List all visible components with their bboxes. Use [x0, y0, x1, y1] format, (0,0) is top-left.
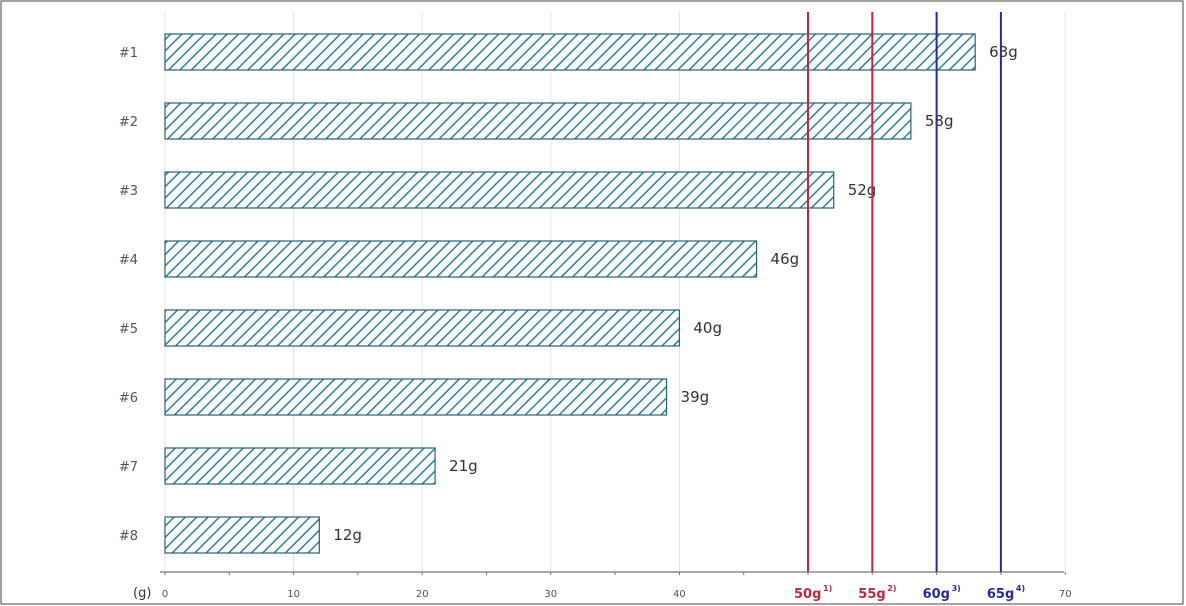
category-label: #4 — [119, 253, 138, 268]
bar — [164, 516, 320, 554]
reference-line-footnote: 4) — [1016, 584, 1025, 593]
category-label: #8 — [119, 529, 138, 544]
bar-value-label: 39g — [681, 388, 710, 406]
category-label: #7 — [119, 460, 138, 475]
bar-value-label: 46g — [771, 250, 800, 268]
bar-value-label: 52g — [848, 181, 877, 199]
category-label: #5 — [119, 322, 138, 337]
bar — [164, 171, 835, 209]
x-tick-label: 40 — [673, 589, 686, 600]
reference-line-label: 55g — [858, 587, 885, 602]
reference-lines: 50g 1) 55g 2) 60g 3) 65g 4) — [794, 12, 1025, 602]
bar-value-label: 12g — [333, 526, 362, 544]
gridlines — [164, 12, 1066, 572]
bar — [164, 378, 668, 416]
bar-value-label: 40g — [693, 319, 722, 337]
x-tick-label: 30 — [544, 589, 557, 600]
bars: #1 63g #2 58g #3 52g #4 46g #5 40g #6 39g #7 21g #8 12g — [119, 33, 1018, 554]
x-tick-label: 20 — [416, 589, 429, 600]
category-label: #2 — [119, 115, 138, 130]
x-axis-ticks: 0 10 20 30 40 70 — [162, 572, 1072, 600]
bar — [164, 309, 681, 347]
bar — [164, 102, 912, 140]
reference-line-footnote: 3) — [952, 584, 961, 593]
x-tick-label: 0 — [162, 589, 168, 600]
category-label: #1 — [119, 46, 138, 61]
bar — [164, 33, 976, 71]
category-label: #3 — [119, 184, 138, 199]
reference-line-label: 60g — [923, 587, 950, 602]
bar-value-label: 21g — [449, 457, 478, 475]
reference-line-footnote: 2) — [887, 584, 896, 593]
x-tick-label: 10 — [287, 589, 300, 600]
reference-line-footnote: 1) — [823, 584, 832, 593]
category-label: #6 — [119, 391, 138, 406]
bar — [164, 447, 436, 485]
reference-line-label: 50g — [794, 587, 821, 602]
x-axis-unit-label: (g) — [133, 586, 151, 601]
bar — [164, 240, 758, 278]
reference-line-label: 65g — [987, 587, 1014, 602]
bar-value-label: 63g — [989, 43, 1018, 61]
x-tick-label: 70 — [1059, 589, 1072, 600]
bar-value-label: 58g — [925, 112, 954, 130]
